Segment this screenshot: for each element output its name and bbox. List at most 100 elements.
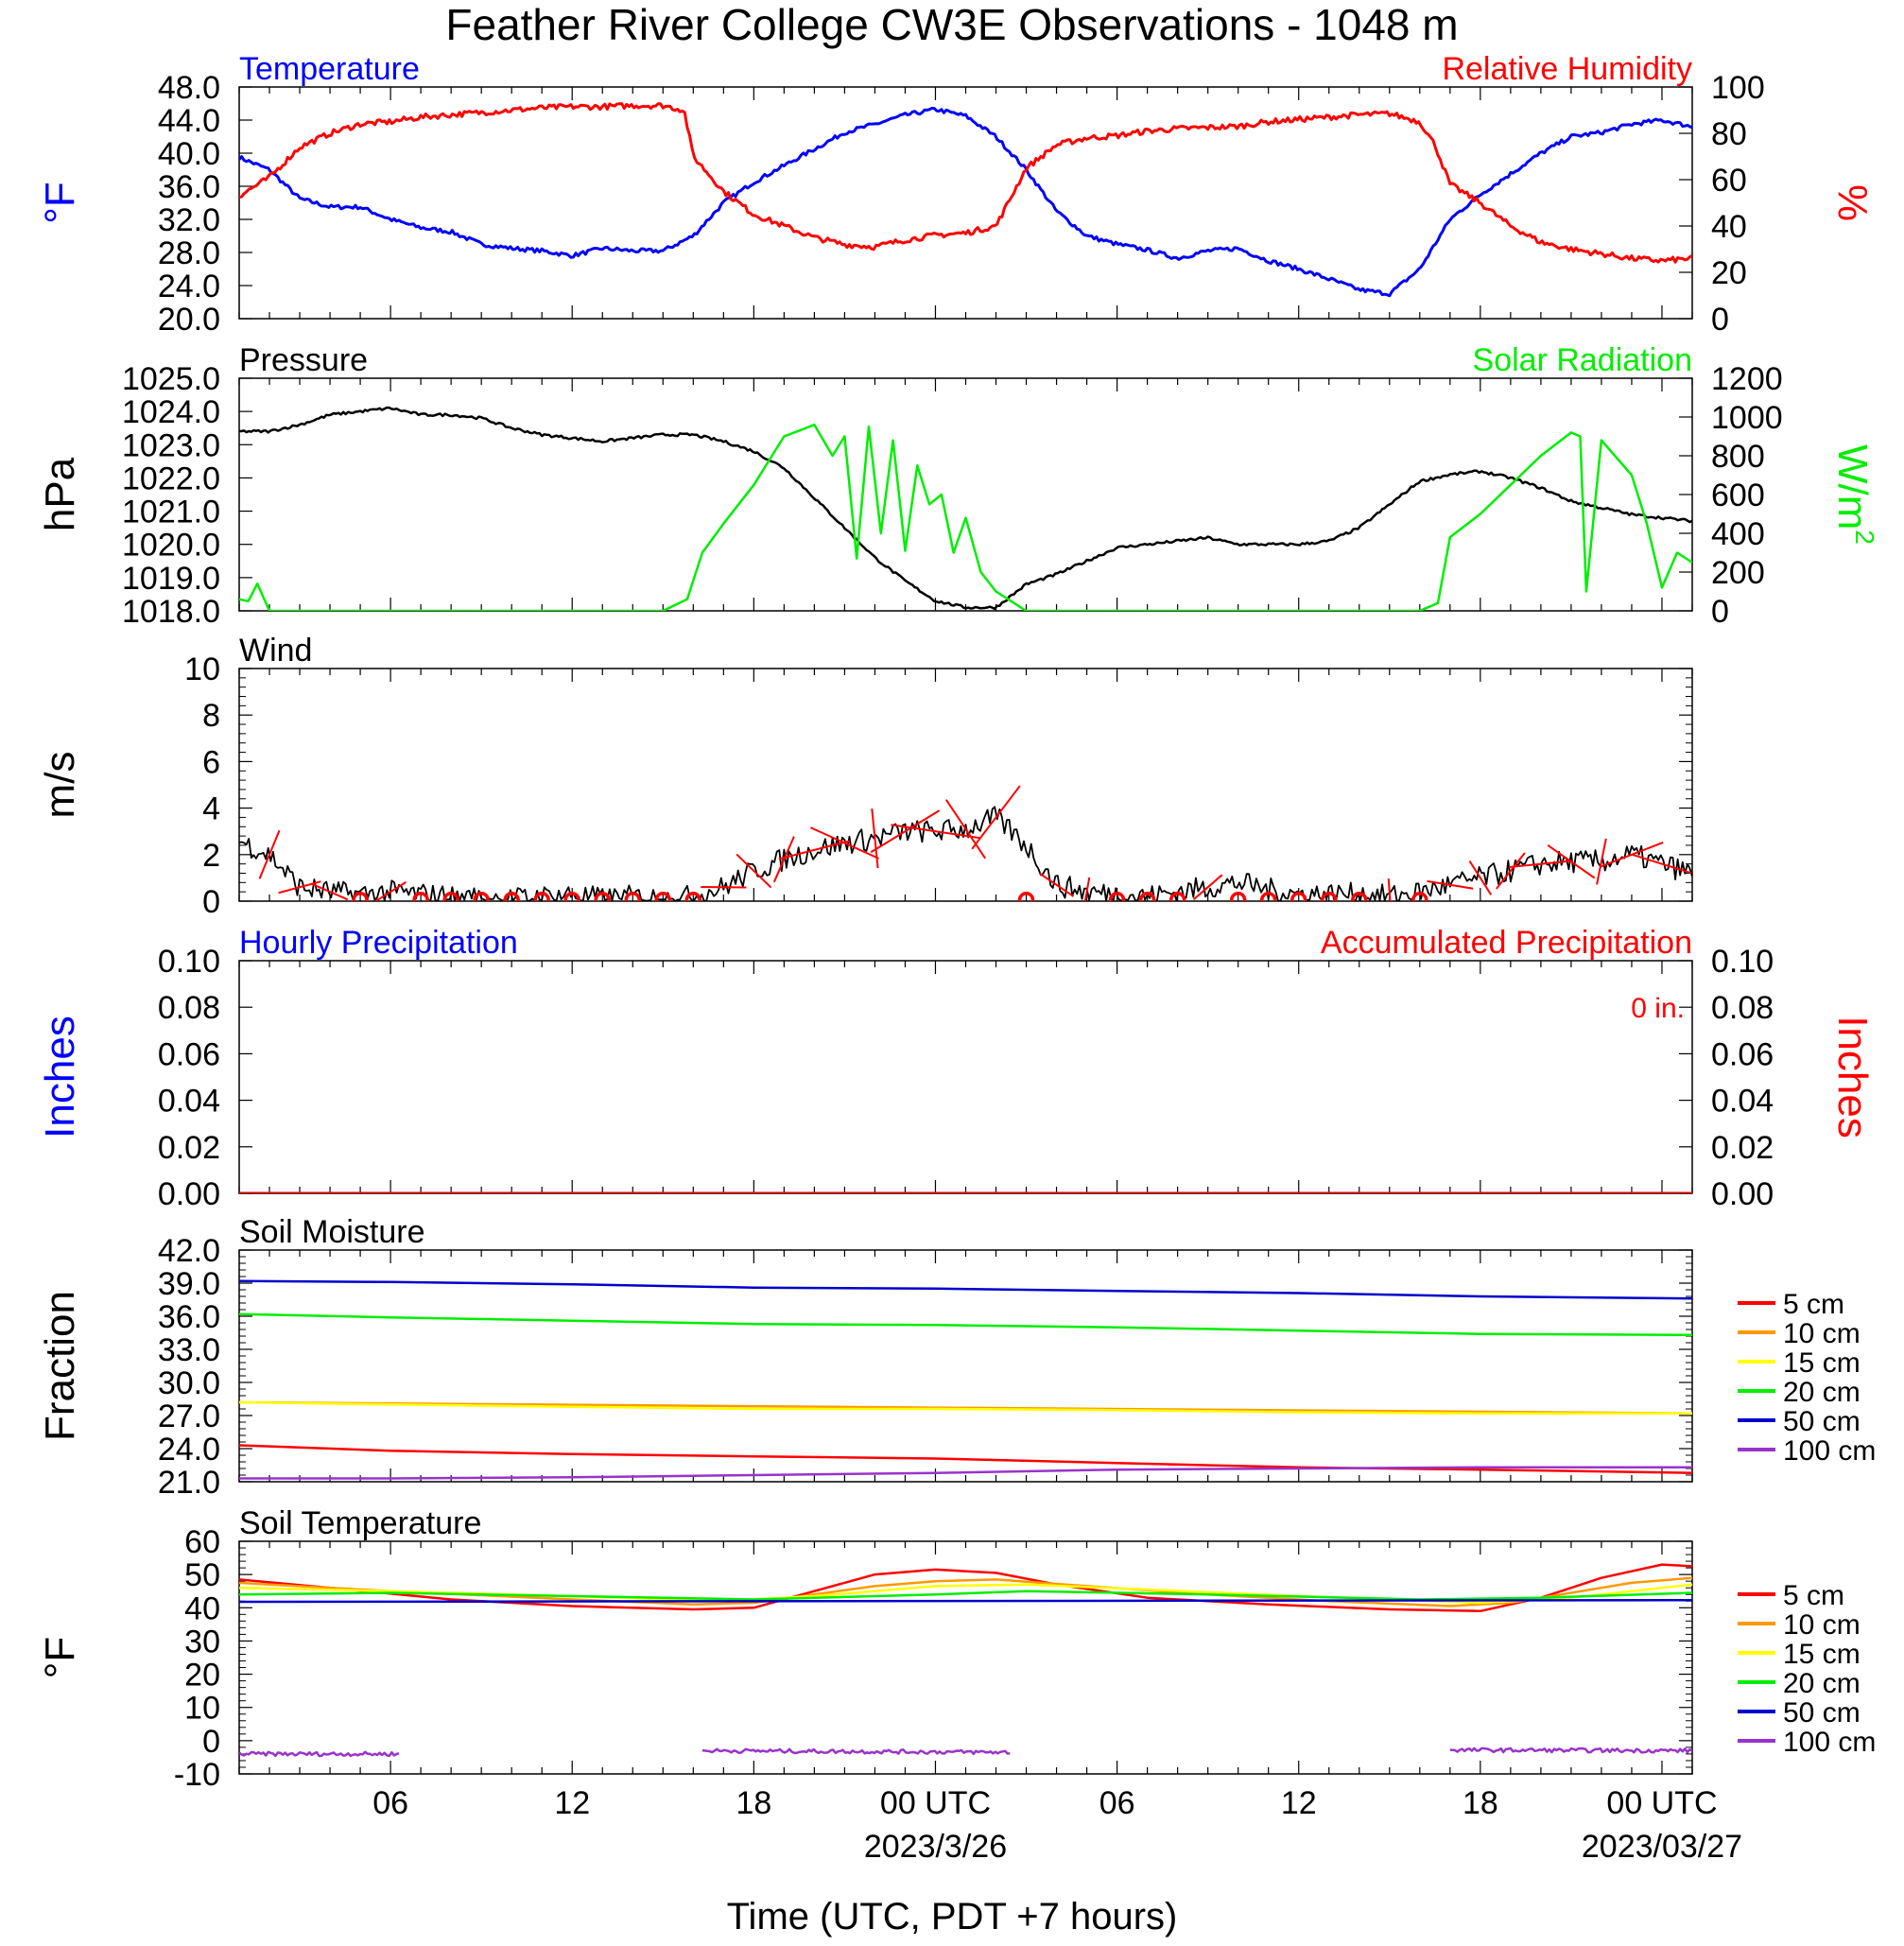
y-axis-label-left: °F [37, 1637, 83, 1678]
y-axis-label-left: Inches [37, 1016, 83, 1138]
y-axis-label-left: Fraction [37, 1291, 83, 1441]
series-group [239, 785, 1692, 901]
x-tick-label: 18 [1463, 1785, 1498, 1821]
y-tick-label: 0.04 [158, 1084, 220, 1120]
calm-wind-marker [1168, 892, 1186, 901]
wind-barb [1192, 874, 1223, 901]
panel-title-right: Solar Radiation [1473, 342, 1692, 378]
y-tick-label: 33.0 [158, 1332, 220, 1368]
panel-wind: 0 2 4 6 8 10 Wind m/s [37, 633, 1693, 920]
y-tick-label-right: 0.02 [1711, 1130, 1774, 1166]
calm-wind-marker [503, 892, 520, 901]
legend-label: 100 cm [1783, 1727, 1876, 1758]
y-tick-label: 36.0 [158, 169, 220, 205]
wind-barb [891, 824, 980, 840]
calm-wind-marker [1290, 892, 1307, 901]
calm-wind-marker [624, 892, 642, 901]
y-tick-label: 50 [184, 1557, 220, 1593]
time-axis-labels: 06 12 18 00 UTC 06 12 18 00 UTC 2023/3/26 2023/03… [372, 1785, 1742, 1865]
wind-barb [871, 808, 879, 869]
panel-title-right: Relative Humidity [1442, 51, 1692, 87]
wind-barb [1547, 844, 1596, 879]
series-line-100-cm [701, 1747, 1011, 1756]
series-line-20-cm [239, 1590, 1692, 1601]
calm-wind-marker [442, 892, 459, 901]
y-tick-label-right: 40 [1711, 209, 1747, 245]
y-tick-label: 0.10 [158, 944, 220, 980]
y-tick-label: 48.0 [158, 70, 220, 106]
y-tick-label-right: 800 [1711, 439, 1765, 475]
series-line-relative-humidity [239, 102, 1692, 264]
y-tick-label-right: 200 [1711, 555, 1765, 591]
x-tick-label: 06 [1099, 1785, 1135, 1821]
y-tick-label: 4 [202, 791, 220, 827]
y-tick-label-right: 0.04 [1711, 1084, 1774, 1120]
series-group [239, 102, 1692, 298]
series-line-wind [239, 806, 1692, 901]
y-tick-label: 36.0 [158, 1299, 220, 1335]
y-tick-label: 20.0 [158, 302, 220, 338]
wind-barb [736, 853, 772, 889]
y-tick-label: 2 [202, 838, 220, 874]
y-tick-label: 0.02 [158, 1130, 220, 1166]
panel-title-left: Soil Moisture [239, 1214, 425, 1250]
y-axis-label-right-exponent: 2 [1850, 530, 1879, 545]
wind-barb [1600, 841, 1664, 868]
series-line-10-cm [239, 1400, 1692, 1415]
series-group [239, 406, 1692, 611]
wind-barb [1387, 878, 1392, 901]
y-tick-label-right: 0 [1711, 594, 1729, 630]
calm-wind-marker [473, 892, 490, 901]
y-tick-label: 1018.0 [122, 594, 220, 630]
calm-wind-marker [1411, 892, 1428, 901]
y-tick-label-right: 0.08 [1711, 990, 1774, 1026]
wind-barb [870, 809, 941, 854]
calm-wind-marker [352, 892, 369, 901]
legend-label: 15 cm [1783, 1639, 1861, 1670]
wind-barb [258, 829, 281, 879]
y-tick-label: 0.08 [158, 990, 220, 1026]
y-axis-label-left: °F [37, 182, 83, 223]
wind-barb [1083, 877, 1091, 901]
series-line-solar-radiation [239, 423, 1692, 611]
wind-barb [1632, 854, 1692, 875]
calm-wind-marker [1259, 892, 1277, 901]
series-line-100-cm [239, 1466, 1692, 1480]
calm-wind-marker [1138, 892, 1156, 901]
calm-wind-marker [563, 892, 580, 901]
calm-wind-marker [1108, 892, 1126, 901]
x-tick-label: 00 UTC [880, 1785, 991, 1821]
y-tick-label: 40 [184, 1590, 220, 1626]
wind-barb [809, 826, 879, 860]
wind-barb [1039, 872, 1075, 897]
panel-precip: 0.00 0.02 0.04 0.06 0.08 0.10 0.00 0.02 0.04 0.06… [37, 925, 1876, 1212]
y-tick-label-right: 80 [1711, 116, 1747, 152]
y-tick-label: -10 [174, 1757, 220, 1793]
series-line-15-cm [239, 1400, 1692, 1415]
y-tick-label-right: 0.10 [1711, 944, 1774, 980]
y-tick-label: 10 [184, 652, 220, 687]
y-tick-label: 1021.0 [122, 495, 220, 530]
x-date-label: 2023/03/27 [1582, 1829, 1742, 1865]
panel-title-left: Soil Temperature [239, 1505, 481, 1541]
x-axis-label: Time (UTC, PDT +7 hours) [727, 1896, 1178, 1937]
wind-barb [1468, 860, 1493, 895]
y-tick-label: 10 [184, 1691, 220, 1727]
panel-title-left: Temperature [239, 51, 420, 87]
x-tick-label: 12 [554, 1785, 590, 1821]
y-axis-label-right: % [1829, 184, 1876, 221]
legend-label: 20 cm [1783, 1377, 1861, 1408]
y-tick-label: 28.0 [158, 235, 220, 271]
panel-soil_moisture: 21.024.027.030.033.036.039.042.0 Soil Moi… [37, 1214, 1876, 1501]
y-tick-label: 1023.0 [122, 427, 220, 463]
y-tick-label: 42.0 [158, 1233, 220, 1269]
y-tick-label: 1019.0 [122, 561, 220, 597]
legend-label: 5 cm [1783, 1580, 1844, 1611]
wind-barb [778, 840, 851, 860]
x-date-label: 2023/3/26 [864, 1829, 1007, 1865]
y-tick-label: 0 [202, 884, 220, 920]
accumulated-total: 0 in. [1631, 993, 1685, 1024]
